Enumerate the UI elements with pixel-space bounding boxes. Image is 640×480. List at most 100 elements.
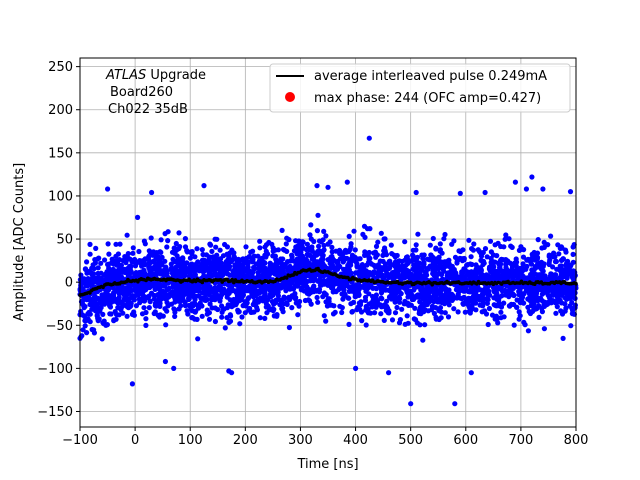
- scatter-point: [556, 251, 562, 257]
- scatter-point: [362, 234, 368, 240]
- scatter-point: [162, 231, 168, 237]
- scatter-point: [362, 294, 369, 300]
- scatter-point: [157, 312, 163, 318]
- scatter-point: [262, 293, 268, 299]
- scatter-point: [351, 228, 357, 234]
- scatter-point: [570, 268, 576, 274]
- scatter-point: [226, 257, 232, 263]
- scatter-point: [81, 305, 87, 311]
- scatter-point: [274, 312, 280, 318]
- scatter-point: [164, 244, 170, 250]
- scatter-point: [86, 294, 92, 301]
- scatter-point: [560, 257, 566, 263]
- scatter-point: [124, 296, 130, 302]
- scatter-point: [142, 262, 148, 268]
- scatter-point: [493, 303, 499, 309]
- scatter-point: [281, 301, 287, 307]
- scatter-point: [115, 251, 121, 257]
- scatter-point: [164, 270, 170, 276]
- scatter-point: [82, 318, 88, 324]
- scatter-point: [562, 308, 568, 314]
- scatter-point: [133, 303, 139, 309]
- scatter-point: [459, 256, 465, 262]
- scatter-point: [103, 276, 109, 282]
- scatter-point: [494, 268, 500, 274]
- scatter-point: [253, 261, 259, 267]
- scatter-point: [113, 297, 119, 303]
- scatter-point: [131, 312, 137, 318]
- scatter-point: [186, 273, 192, 279]
- scatter-point: [143, 287, 149, 293]
- scatter-point: [185, 311, 191, 317]
- scatter-point: [472, 271, 478, 278]
- scatter-point: [217, 298, 223, 304]
- scatter-point: [480, 249, 486, 256]
- scatter-point: [205, 289, 212, 295]
- legend-marker-swatch: [285, 92, 295, 102]
- scatter-point: [263, 301, 269, 307]
- scatter-point: [315, 212, 321, 218]
- scatter-point: [283, 241, 289, 247]
- scatter-point: [125, 251, 131, 257]
- y-tick-label: 100: [48, 189, 73, 204]
- scatter-point: [222, 325, 228, 331]
- scatter-point: [345, 262, 351, 268]
- scatter-outlier-point: [468, 370, 474, 376]
- scatter-point: [377, 264, 383, 270]
- scatter-point: [251, 253, 257, 259]
- scatter-point: [404, 274, 410, 280]
- scatter-point: [323, 318, 329, 324]
- scatter-point: [90, 280, 96, 286]
- scatter-point: [82, 323, 88, 329]
- scatter-point: [87, 301, 93, 308]
- scatter-point: [151, 296, 157, 302]
- scatter-point: [325, 296, 331, 302]
- scatter-point: [296, 303, 302, 309]
- scatter-point: [539, 267, 546, 273]
- scatter-outlier-point: [229, 370, 235, 376]
- scatter-point: [332, 309, 338, 315]
- scatter-point: [170, 270, 176, 276]
- scatter-point: [156, 257, 162, 263]
- scatter-point: [451, 306, 457, 312]
- scatter-point: [252, 302, 259, 308]
- scatter-point: [89, 306, 95, 312]
- scatter-point: [262, 315, 268, 321]
- scatter-point: [376, 268, 382, 274]
- scatter-point: [488, 255, 494, 262]
- scatter-point: [462, 276, 468, 282]
- scatter-point: [168, 301, 175, 307]
- scatter-point: [473, 266, 479, 272]
- scatter-point: [87, 251, 93, 257]
- scatter-point: [201, 257, 207, 263]
- scatter-point: [109, 277, 115, 283]
- scatter-point: [501, 300, 507, 306]
- scatter-point: [437, 241, 443, 247]
- scatter-outlier-point: [171, 365, 177, 371]
- scatter-point: [232, 271, 238, 277]
- scatter-point: [398, 267, 404, 273]
- scatter-point: [392, 299, 398, 305]
- scatter-point: [411, 296, 417, 302]
- scatter-point: [231, 250, 237, 256]
- scatter-point: [436, 308, 442, 314]
- scatter-point: [408, 302, 414, 308]
- scatter-point: [143, 322, 149, 328]
- scatter-point: [250, 294, 256, 300]
- scatter-point: [178, 274, 185, 280]
- scatter-point: [373, 243, 380, 249]
- scatter-point: [304, 262, 310, 268]
- scatter-point: [546, 252, 552, 258]
- scatter-point: [152, 309, 158, 315]
- scatter-point: [505, 268, 511, 274]
- scatter-point: [491, 264, 497, 270]
- scatter-point: [387, 258, 393, 264]
- scatter-point: [542, 286, 548, 292]
- scatter-point: [141, 305, 147, 311]
- scatter-point: [105, 241, 111, 247]
- scatter-point: [257, 245, 263, 251]
- x-axis-label: Time [ns]: [296, 457, 358, 472]
- scatter-point: [271, 306, 277, 312]
- scatter-point: [129, 258, 135, 264]
- scatter-point: [146, 305, 152, 311]
